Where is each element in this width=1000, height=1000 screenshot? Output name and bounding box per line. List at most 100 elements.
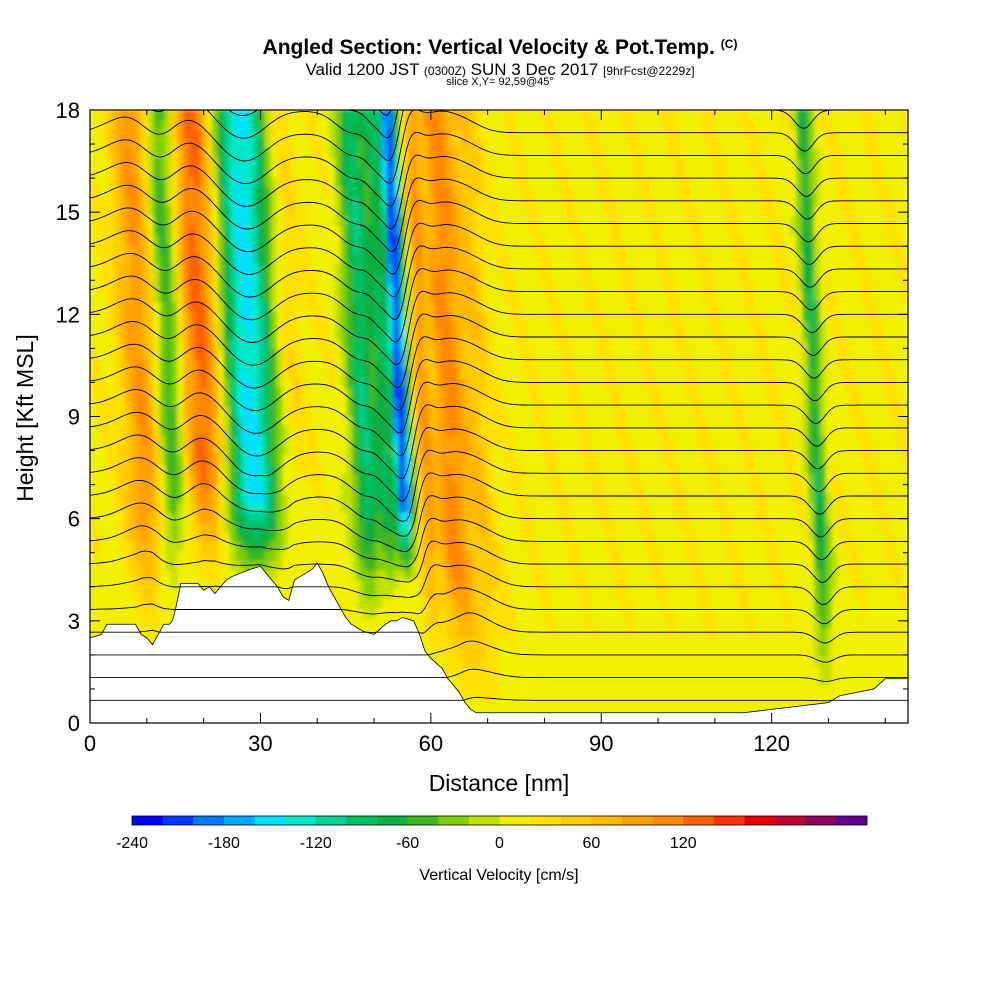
velocity-cell — [294, 387, 301, 398]
velocity-cell — [288, 110, 295, 121]
velocity-cell — [247, 540, 255, 552]
velocity-cell — [393, 310, 401, 322]
velocity-cell — [182, 272, 190, 283]
velocity-cell — [533, 234, 541, 245]
velocity-cell — [434, 281, 442, 293]
velocity-cell — [539, 588, 547, 599]
velocity-cell — [107, 463, 114, 475]
velocity-cell — [177, 425, 184, 437]
velocity-cell — [340, 588, 348, 599]
velocity-cell — [200, 387, 208, 398]
velocity-cell — [469, 588, 477, 599]
velocity-cell — [258, 138, 266, 149]
velocity-cell — [480, 540, 488, 552]
velocity-cell — [334, 224, 342, 236]
velocity-cell — [469, 291, 477, 303]
velocity-cell — [428, 483, 436, 494]
velocity-cell — [486, 540, 494, 552]
velocity-cell — [475, 234, 482, 245]
velocity-cell — [410, 214, 418, 226]
velocity-cell — [282, 272, 290, 283]
velocity-cell — [492, 483, 500, 494]
velocity-cell — [369, 166, 377, 178]
velocity-cell — [206, 272, 214, 283]
velocity-cell — [340, 492, 348, 504]
velocity-cell — [463, 339, 471, 350]
velocity-cell — [299, 291, 307, 303]
velocity-cell — [527, 502, 535, 513]
velocity-cell — [264, 272, 272, 283]
velocity-cell — [235, 425, 243, 437]
velocity-cell — [223, 550, 231, 561]
velocity-cell — [264, 463, 272, 475]
velocity-cell — [475, 578, 482, 590]
velocity-cell — [101, 559, 109, 571]
velocity-cell — [147, 157, 155, 168]
velocity-cell — [346, 320, 354, 331]
velocity-cell — [171, 396, 179, 408]
velocity-cell — [136, 214, 144, 226]
velocity-cell — [177, 243, 184, 255]
velocity-cell — [270, 262, 278, 274]
velocity-cell — [516, 387, 523, 398]
velocity-cell — [177, 454, 184, 465]
velocity-cell — [463, 166, 471, 178]
velocity-cell — [212, 234, 220, 245]
velocity-cell — [323, 147, 331, 159]
velocity-cell — [539, 665, 547, 676]
velocity-cell — [510, 387, 518, 398]
velocity-cell — [434, 110, 442, 121]
velocity-cell — [270, 176, 278, 188]
velocity-cell — [463, 119, 471, 130]
velocity-cell — [521, 502, 529, 513]
velocity-cell — [317, 138, 325, 149]
velocity-cell — [440, 138, 447, 149]
velocity-cell — [165, 119, 173, 130]
velocity-cell — [305, 435, 313, 446]
velocity-cell — [264, 234, 272, 245]
velocity-cell — [264, 569, 272, 580]
velocity-cell — [364, 310, 371, 322]
velocity-cell — [136, 502, 144, 513]
velocity-cell — [305, 166, 313, 178]
velocity-cell — [124, 262, 132, 274]
velocity-cell — [264, 368, 272, 379]
velocity-cell — [159, 186, 167, 197]
velocity-cell — [247, 253, 255, 264]
velocity-cell — [498, 540, 506, 552]
velocity-cell — [270, 511, 278, 523]
velocity-cell — [124, 578, 132, 590]
velocity-cell — [218, 224, 225, 236]
velocity-cell — [177, 186, 184, 197]
velocity-cell — [533, 588, 541, 599]
velocity-cell — [492, 186, 500, 197]
velocity-cell — [276, 435, 284, 446]
velocity-cell — [463, 320, 471, 331]
velocity-cell — [533, 492, 541, 504]
velocity-cell — [334, 588, 342, 599]
velocity-cell — [235, 492, 243, 504]
velocity-cell — [253, 406, 260, 417]
velocity-cell — [305, 119, 313, 130]
velocity-cell — [440, 559, 447, 571]
velocity-cell — [288, 301, 295, 312]
velocity-cell — [107, 339, 114, 350]
velocity-cell — [329, 396, 336, 408]
velocity-cell — [282, 157, 290, 168]
velocity-cell — [346, 281, 354, 293]
velocity-cell — [90, 281, 97, 293]
velocity-cell — [480, 550, 488, 561]
velocity-cell — [369, 195, 377, 207]
velocity-cell — [305, 483, 313, 494]
velocity-cell — [434, 205, 442, 216]
velocity-cell — [188, 559, 196, 571]
velocity-cell — [498, 607, 506, 619]
velocity-cell — [299, 119, 307, 130]
velocity-cell — [223, 110, 231, 121]
velocity-cell — [405, 540, 412, 552]
velocity-cell — [416, 138, 424, 149]
velocity-cell — [247, 387, 255, 398]
velocity-cell — [422, 243, 430, 255]
velocity-cell — [258, 157, 266, 168]
velocity-cell — [498, 119, 506, 130]
